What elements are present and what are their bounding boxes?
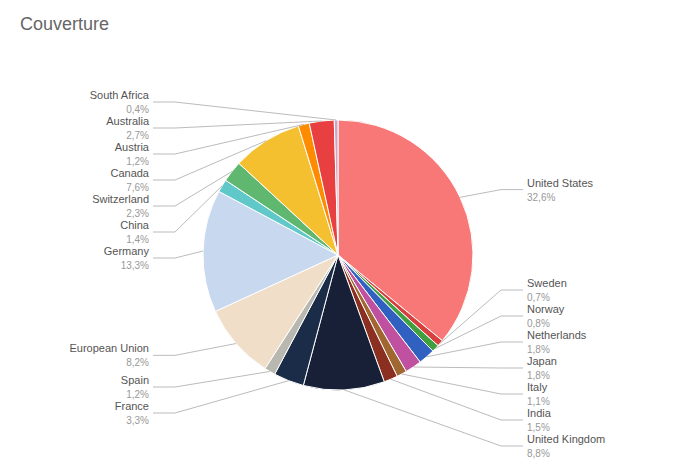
title: Couverture — [20, 14, 109, 34]
labels: United States 32,6% Sweden 0,7%Norway 0,8%Ne… — [69, 89, 605, 459]
slice-label: United States — [527, 177, 594, 189]
data-label: 2,7% — [126, 130, 149, 141]
slice-label: Norway — [527, 303, 565, 315]
data-label: 0,4% — [126, 104, 149, 115]
chart: Couverture United States 32,6% Sweden 0,7%No… — [0, 0, 676, 468]
connector — [440, 290, 523, 343]
data-label: 1,1% — [527, 396, 550, 407]
data-label: 1,4% — [126, 234, 149, 245]
connector — [153, 251, 203, 258]
data-label: 0,7% — [527, 292, 550, 303]
slice-label: Canada — [110, 167, 149, 179]
slice-label: Japan — [527, 355, 557, 367]
data-label: 13,3% — [121, 260, 149, 271]
slice-label: South Africa — [90, 89, 150, 101]
connector — [153, 141, 266, 180]
data-label: 1,2% — [126, 156, 149, 167]
data-label: 0,8% — [527, 318, 550, 329]
data-label: 1,5% — [527, 422, 550, 433]
data-label: 8,8% — [527, 448, 550, 459]
connector — [460, 190, 523, 198]
slices — [203, 120, 473, 390]
connector — [153, 371, 270, 387]
slice-label: United Kingdom — [527, 433, 605, 445]
data-label: 1,2% — [126, 389, 149, 400]
data-label: 1,8% — [527, 370, 550, 381]
slice-label: France — [115, 400, 149, 412]
slice-label: Germany — [104, 245, 150, 257]
connector — [153, 124, 304, 154]
connector — [153, 172, 232, 207]
connector — [436, 316, 523, 348]
data-label: 8,2% — [126, 357, 149, 368]
slice-label: Austria — [115, 141, 150, 153]
data-label: 32,6% — [527, 192, 555, 203]
connector — [153, 381, 289, 413]
slice — [334, 120, 338, 255]
slice-label: European Union — [69, 342, 149, 354]
slice — [309, 120, 338, 255]
slice-label: Netherlands — [527, 329, 587, 341]
slice-label: Spain — [121, 374, 149, 386]
slice-label: Australia — [106, 115, 150, 127]
connector — [344, 390, 523, 446]
data-label: 1,8% — [527, 344, 550, 355]
connector — [402, 374, 523, 394]
slice-label: Sweden — [527, 277, 567, 289]
slice-label: Italy — [527, 381, 548, 393]
slice-label: China — [120, 219, 150, 231]
slice-label: India — [527, 407, 552, 419]
connector — [153, 102, 336, 120]
data-label: 3,3% — [126, 415, 149, 426]
connector — [413, 367, 523, 369]
connector — [153, 121, 322, 128]
data-label: 2,3% — [126, 208, 149, 219]
connector — [153, 186, 222, 232]
data-label: 7,6% — [126, 182, 149, 193]
connector — [427, 342, 523, 357]
connector — [153, 344, 236, 356]
slice-label: Switzerland — [92, 193, 149, 205]
